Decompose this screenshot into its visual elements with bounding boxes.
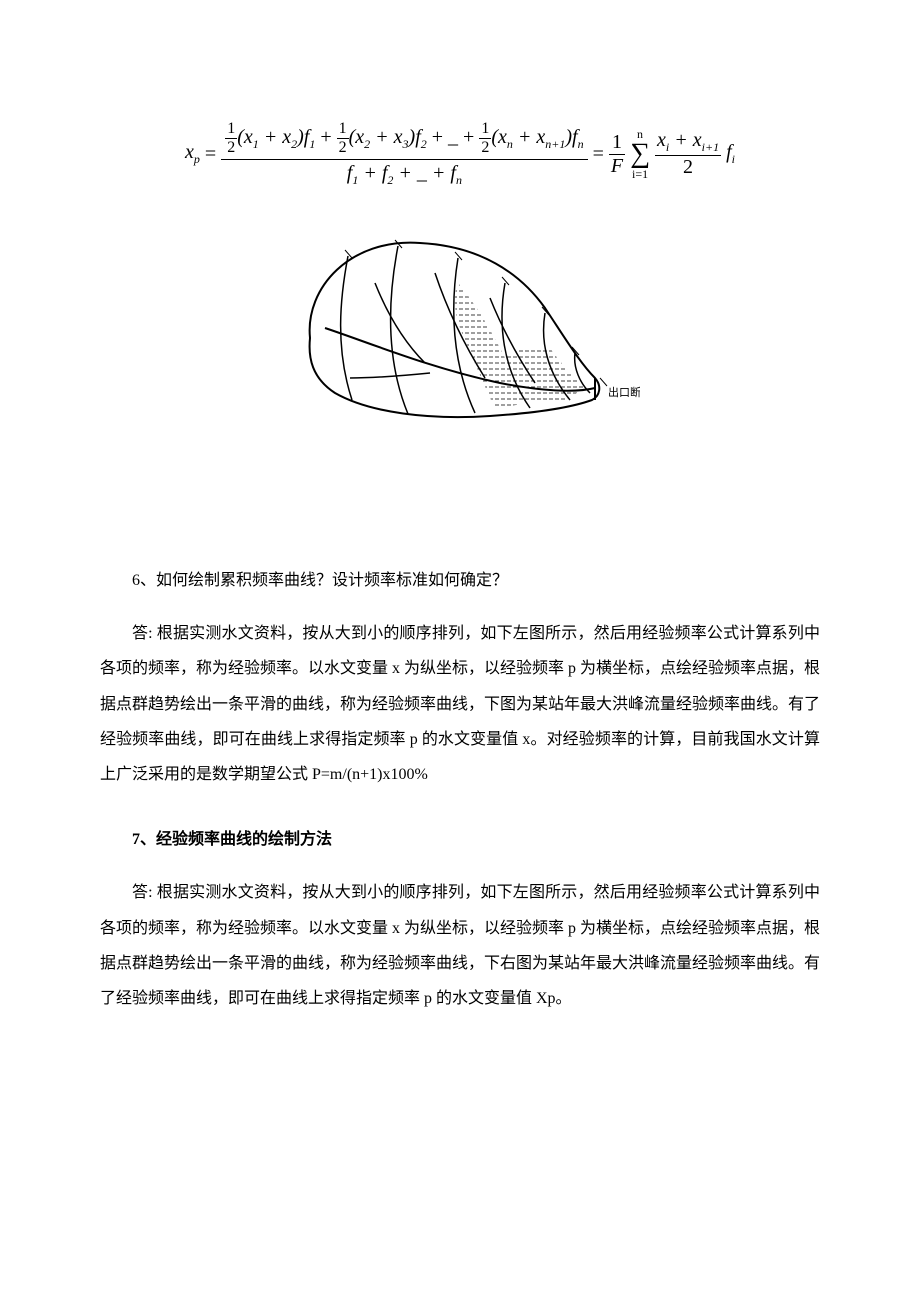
- lhs-var: x: [185, 141, 194, 163]
- q7-heading: 7、经验频率曲线的绘制方法: [100, 822, 820, 857]
- summation: n ∑ i=1: [630, 128, 650, 180]
- equals-2: =: [593, 143, 604, 166]
- numerator: 12(x1 + x2)f1 + 12(x2 + x3)f2 + _ + 12(x…: [221, 120, 587, 160]
- main-fraction: 12(x1 + x2)f1 + 12(x2 + x3)f2 + _ + 12(x…: [221, 120, 587, 188]
- q7-answer: 答: 根据实测水文资料，按从大到小的顺序排列，如下左图所示，然后用经验频率公式计…: [100, 875, 820, 1016]
- weighted-mean-formula: xp = 12(x1 + x2)f1 + 12(x2 + x3)f2 + _ +…: [100, 120, 820, 188]
- q6-heading: 6、如何绘制累积频率曲线？设计频率标准如何确定？: [100, 563, 820, 598]
- q6-answer: 答: 根据实测水文资料，按从大到小的顺序排列，如下左图所示，然后用经验频率公式计…: [100, 616, 820, 792]
- watershed-diagram: 出口断面: [100, 228, 820, 463]
- denominator: f1 + f2 + _ + fn: [221, 160, 587, 188]
- outlet-label: 出口断面: [608, 385, 640, 399]
- lhs-sub: p: [194, 152, 200, 166]
- equals-1: =: [205, 143, 216, 166]
